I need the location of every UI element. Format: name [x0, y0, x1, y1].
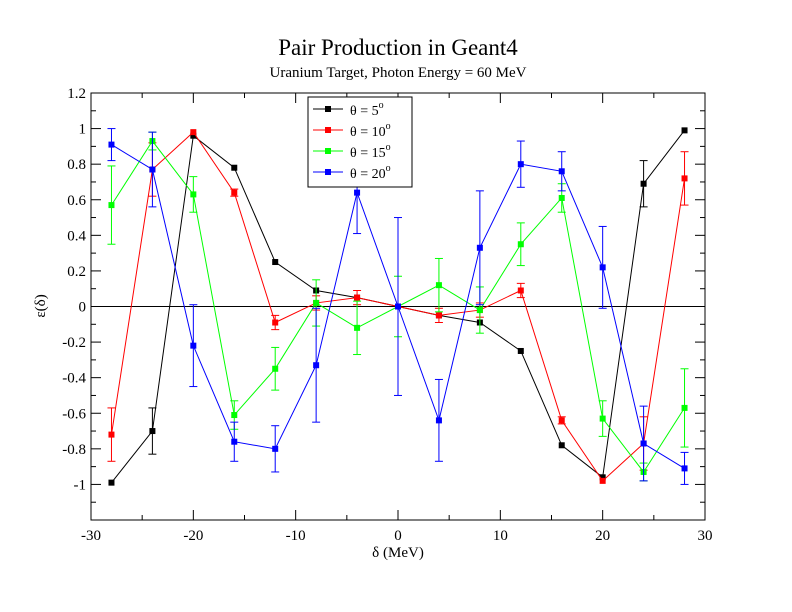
y-tick-label: 0.6: [67, 193, 86, 209]
data-point: [149, 428, 156, 435]
data-point: [313, 362, 320, 369]
x-axis-label: δ (MeV): [372, 545, 424, 561]
data-point: [108, 141, 115, 148]
data-point: [558, 194, 565, 201]
data-point: [476, 244, 483, 251]
data-point: [354, 189, 361, 196]
data-point: [231, 189, 238, 196]
data-point: [272, 319, 279, 326]
y-tick-label: -0.8: [62, 442, 86, 458]
legend-label: θ = 5o: [350, 100, 384, 119]
legend-label: θ = 15o: [350, 142, 391, 161]
data-point: [108, 431, 115, 438]
x-tick-label: 10: [493, 528, 508, 544]
data-point: [599, 264, 606, 271]
chart-subtitle: Uranium Target, Photon Energy = 60 MeV: [270, 65, 527, 81]
data-point: [599, 477, 606, 484]
data-point: [517, 241, 524, 248]
y-tick-label: 1: [79, 122, 87, 138]
y-tick-label: 0: [79, 300, 87, 316]
data-point: [190, 342, 197, 349]
x-tick-label: 0: [394, 528, 402, 544]
legend-marker: [325, 106, 331, 112]
x-tick-label: -20: [183, 528, 203, 544]
data-point: [354, 324, 361, 331]
x-tick-label: 30: [698, 528, 713, 544]
data-point: [435, 417, 442, 424]
data-point: [681, 175, 688, 182]
y-tick-label: 0.2: [67, 264, 86, 280]
data-point: [640, 180, 647, 187]
data-point: [681, 465, 688, 472]
x-tick-label: -30: [81, 528, 101, 544]
legend-marker: [325, 169, 331, 175]
data-point: [435, 282, 442, 289]
data-point: [272, 445, 279, 452]
data-point: [517, 347, 524, 354]
data-point: [190, 132, 197, 139]
y-tick-label: 0.8: [67, 157, 86, 173]
data-point: [558, 442, 565, 449]
data-point: [108, 202, 115, 209]
data-point: [435, 312, 442, 319]
data-point: [476, 307, 483, 314]
data-point: [272, 365, 279, 372]
y-tick-label: -0.6: [62, 406, 86, 422]
y-tick-label: -0.4: [62, 371, 86, 387]
y-tick-label: -0.2: [62, 335, 86, 351]
data-point: [149, 166, 156, 173]
data-point: [640, 440, 647, 447]
legend-marker: [325, 127, 331, 133]
data-point: [231, 438, 238, 445]
y-tick-label: 0.4: [67, 228, 86, 244]
data-point: [599, 474, 606, 481]
data-point: [354, 294, 361, 301]
data-point: [681, 404, 688, 411]
data-point: [190, 191, 197, 198]
data-point: [599, 415, 606, 422]
data-point: [558, 417, 565, 424]
x-tick-label: -10: [286, 528, 306, 544]
data-point: [108, 479, 115, 486]
data-point: [395, 303, 401, 310]
y-tick-label: 1.2: [67, 86, 86, 102]
legend-marker: [325, 148, 331, 154]
data-point: [231, 412, 238, 419]
data-point: [231, 164, 238, 171]
chart-title: Pair Production in Geant4: [278, 35, 518, 60]
x-tick-label: 20: [595, 528, 610, 544]
legend-label: θ = 20o: [350, 163, 391, 182]
legend-label: θ = 10o: [350, 121, 391, 140]
series-4: [107, 128, 689, 485]
data-point: [313, 299, 320, 306]
data-point: [517, 287, 524, 294]
data-point: [272, 259, 279, 266]
data-point: [190, 129, 197, 136]
data-point: [517, 161, 524, 168]
y-axis-label: ε(δ): [33, 294, 49, 317]
data-point: [681, 127, 688, 134]
data-point: [558, 168, 565, 175]
y-tick-label: -1: [74, 477, 87, 493]
